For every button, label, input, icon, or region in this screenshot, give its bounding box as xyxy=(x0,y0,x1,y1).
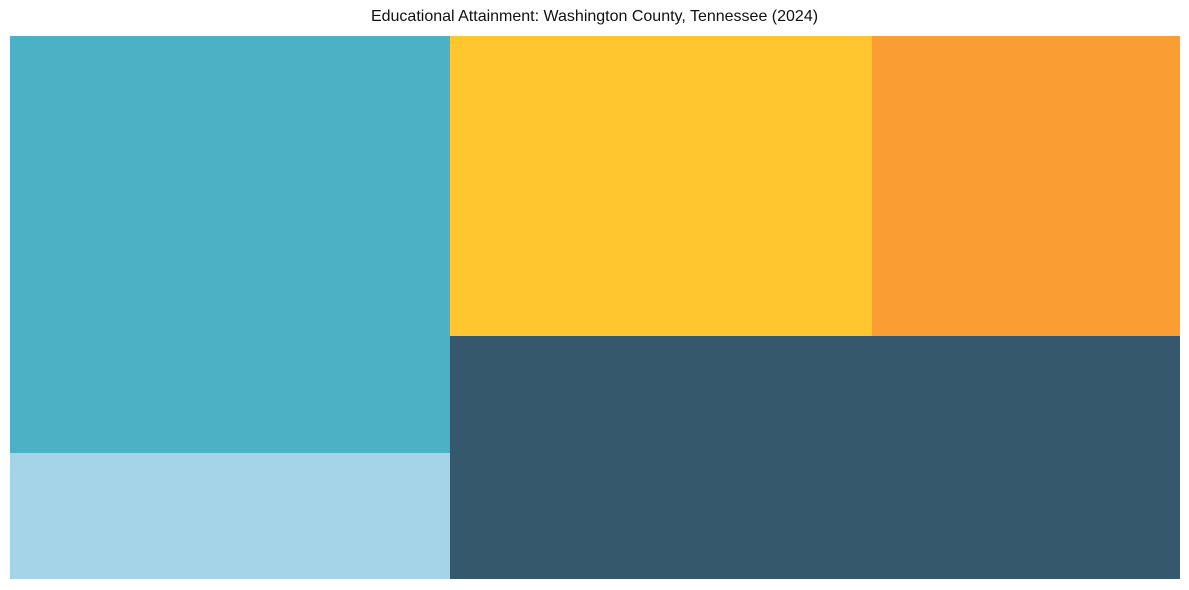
treemap-tile-tile-2 xyxy=(10,453,450,579)
chart-title: Educational Attainment: Washington Count… xyxy=(370,8,819,25)
treemap-tile-tile-4 xyxy=(872,36,1180,336)
treemap-tile-tile-3 xyxy=(450,36,872,336)
treemap-plot-area xyxy=(10,36,1180,579)
treemap-tile-tile-1 xyxy=(10,36,450,453)
treemap-tile-tile-5 xyxy=(450,336,1180,579)
